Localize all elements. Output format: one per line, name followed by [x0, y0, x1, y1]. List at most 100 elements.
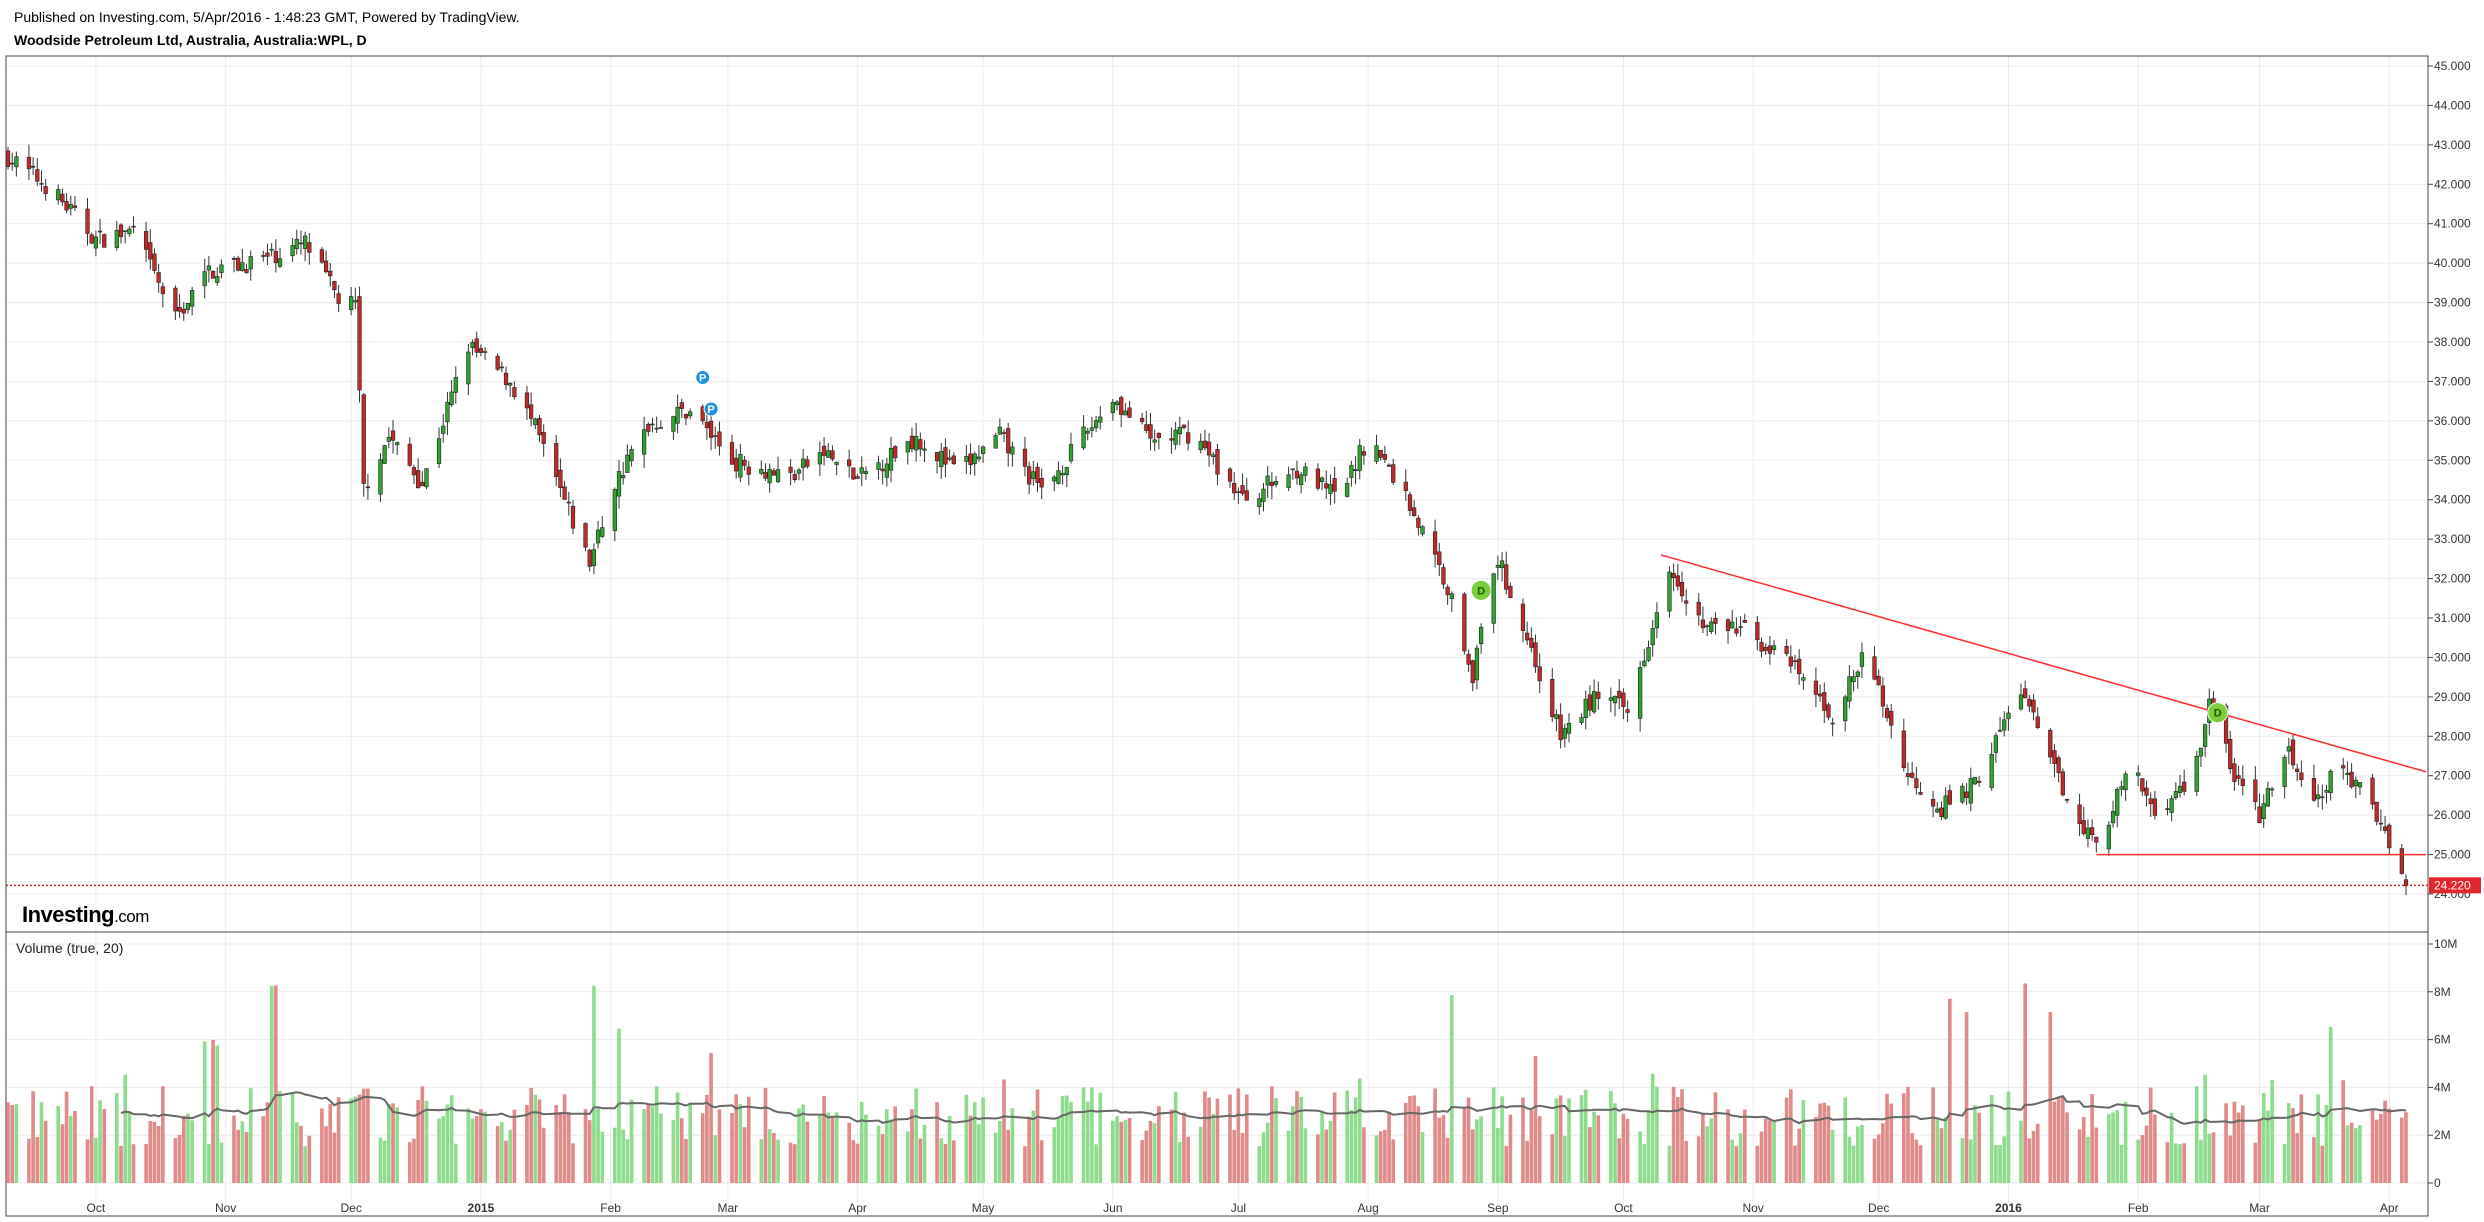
candle-down [64, 201, 69, 211]
candle-up [499, 366, 504, 369]
candle-up [2177, 785, 2183, 793]
candle-down [2370, 777, 2375, 805]
volume-bar-down [173, 1138, 178, 1183]
published-note: Published on Investing.com, 5/Apr/2016 -… [14, 9, 520, 25]
volume-bar-down [1822, 1102, 1827, 1183]
volume-bar-down [357, 1094, 362, 1183]
volume-bar-down [85, 1139, 90, 1183]
volume-bar-up [1650, 1073, 1655, 1183]
candle-up [1173, 429, 1178, 445]
volume-bar-down [1621, 1113, 1626, 1183]
volume-bar-down [1696, 1136, 1701, 1183]
price-tick-label: 43.000 [2434, 138, 2471, 152]
volume-bar-up [592, 985, 596, 1183]
volume-bar-up [1646, 1111, 1651, 1183]
price-axis: 45.000 44.000 43.000 42.000 41.000 40.000 39.0… [2428, 59, 2471, 901]
volume-bar-up [2282, 1144, 2287, 1183]
volume-bar-up [2353, 1128, 2358, 1183]
candle-down [323, 260, 329, 273]
volume-bar-up [1655, 1086, 1659, 1183]
volume-bar-down [1470, 1129, 1475, 1183]
last-price: 24.220 [6, 877, 2481, 894]
candle-down [805, 459, 810, 467]
volume-bar-down [2387, 1108, 2392, 1183]
candle-down [1156, 432, 1161, 438]
volume-bar-down [587, 1120, 592, 1183]
volume-bar-up [1173, 1091, 1178, 1183]
price-tick-label: 32.000 [2434, 572, 2471, 586]
candle-down [583, 523, 588, 548]
volume-bar-down [805, 1121, 810, 1183]
candle-down [503, 372, 509, 385]
volume-bar-down [2253, 1142, 2258, 1183]
volume-bar-down [131, 1144, 136, 1183]
candle-down [1755, 622, 1760, 641]
volume-bar-up [68, 1115, 73, 1183]
marker-p [703, 401, 719, 417]
volume-bar-down [1889, 1103, 1894, 1183]
volume-bar-up [1638, 1131, 1642, 1183]
candle-up [206, 265, 211, 271]
volume-bar-down [541, 1127, 546, 1183]
candle-up [1110, 402, 1115, 414]
candle-down [1470, 660, 1475, 684]
candle-down [26, 156, 32, 170]
candle-up [1010, 446, 1015, 455]
candle-up [738, 454, 743, 478]
volume-bar-up [625, 1139, 630, 1183]
candle-down [2077, 804, 2082, 824]
volume-bar-up [1198, 1126, 1203, 1183]
candle-down [148, 242, 153, 260]
candle-up [1491, 573, 1496, 624]
volume-bar-down [1316, 1134, 1320, 1183]
volume-bar-down [512, 1109, 517, 1183]
volume-bar-up [1860, 1124, 1864, 1183]
candle-down [319, 249, 324, 263]
candle-up [1060, 472, 1065, 476]
candle-down [587, 549, 592, 567]
candle-down [1813, 680, 1819, 695]
candle-down [261, 255, 266, 257]
volume-bar-up [453, 1143, 458, 1183]
volume-bar-down [1508, 1114, 1513, 1183]
candle-up [1211, 454, 1216, 457]
volume-bar-down [558, 1112, 563, 1183]
candle-up [2018, 694, 2024, 710]
volume-bar-up [826, 1112, 831, 1183]
volume-bar-down [1558, 1095, 1563, 1183]
volume-tick-label: 8M [2434, 985, 2451, 999]
price-tick-label: 26.000 [2434, 808, 2471, 822]
volume-bar-down [1617, 1138, 1622, 1183]
volume-bar-down [1797, 1128, 1801, 1183]
candle-down [1671, 572, 1676, 579]
volume-bar-up [797, 1108, 801, 1183]
candle-up [97, 230, 103, 233]
candle-down [411, 467, 417, 476]
candle-up [972, 453, 977, 464]
candle-down [2290, 739, 2296, 766]
chart-frame [5, 55, 2429, 1217]
candle-up [1319, 477, 1325, 483]
candle-down [2090, 827, 2095, 835]
volume-bar-up [2194, 1086, 2199, 1183]
candle-down [1294, 470, 1300, 479]
candle-up [621, 475, 626, 479]
candle-down [792, 473, 797, 480]
volume-bar-down [1521, 1097, 1525, 1183]
volume-bar-down [2165, 1142, 2170, 1183]
volume-bar-down [943, 1143, 948, 1183]
volume-bar-down [416, 1099, 420, 1183]
candle-up [449, 391, 454, 406]
candle-up [533, 418, 538, 426]
candle-down [562, 486, 567, 500]
volume-ma-line [120, 1091, 2407, 1125]
volume-bar-down [1818, 1103, 1822, 1183]
candle-down [236, 257, 241, 271]
volume-bar-up [1943, 1117, 1948, 1183]
candle-down [30, 165, 36, 168]
volume-bar-down [73, 1110, 77, 1183]
candle-down [2094, 836, 2099, 843]
candle-down [1269, 481, 1274, 486]
volume-bar-up [1265, 1122, 1270, 1183]
